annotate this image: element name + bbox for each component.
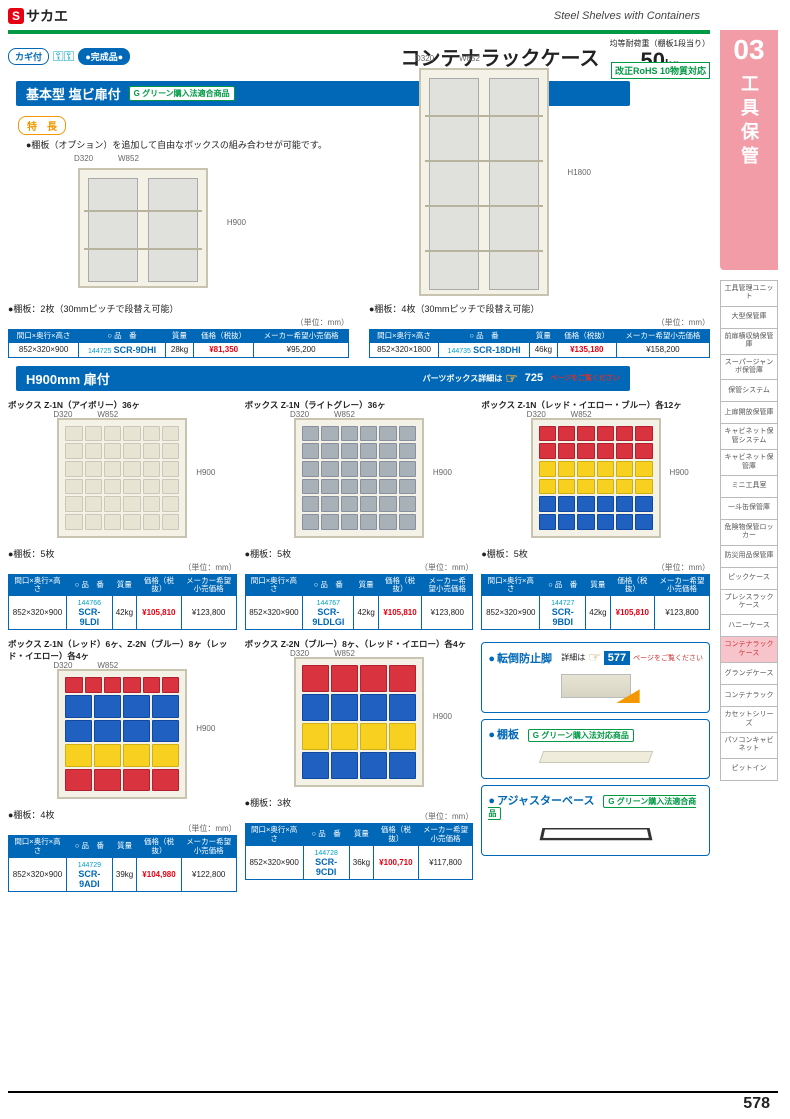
side-item: ハニーケース xyxy=(720,615,778,637)
side-item: 防災用品保管庫 xyxy=(720,546,778,568)
product-scr-9adi: ボックス Z-1N（レッド）6ヶ、Z-2N（ブルー）8ヶ（レッド・イエロー）各4… xyxy=(8,636,237,892)
side-item: パソコンキャビネット xyxy=(720,733,778,759)
side-item: 大型保管庫 xyxy=(720,307,778,329)
side-item: ピックケース xyxy=(720,568,778,590)
feature-tag: 特 長 xyxy=(18,116,66,135)
brand-logo-text: サカエ xyxy=(26,6,68,26)
side-item: カセットシリーズ xyxy=(720,707,778,733)
feature-text: ●棚板（オプション）を追加して自由なボックスの組み合わせが可能です。 xyxy=(26,139,710,152)
side-item: ピットイン xyxy=(720,759,778,781)
side-item: 一斗缶保管庫 xyxy=(720,498,778,520)
side-item: コンテナラックケース xyxy=(720,637,778,663)
callout-shelf: 棚板 G グリーン購入法対応商品 xyxy=(481,719,710,779)
page-header: S サカエ Steel Shelves with Containers xyxy=(0,0,790,28)
brand-logo-s: S xyxy=(8,8,24,24)
section-bar-h900: H900mm 扉付 パーツボックス詳細は☞725ページをご覧ください xyxy=(16,366,630,391)
ref-725: パーツボックス詳細は☞725ページをご覧ください xyxy=(423,370,620,387)
spec-table: 間口×奥行×高さ○ 品 番質量価格（税抜）メーカー希望小売価格 852×320×… xyxy=(369,329,710,358)
option-callouts: 転倒防止脚 詳細は☞577ページをご覧ください 棚板 G グリーン購入法対応商品 xyxy=(481,636,710,892)
rohs-badge: 改正RoHS 10物質対応 xyxy=(611,62,710,79)
side-item: キャビネット保管システム xyxy=(720,424,778,450)
footer-rule xyxy=(8,1091,778,1093)
green-badge: G グリーン購入法適合商品 xyxy=(129,86,235,101)
product-scr-9cdi: ボックス Z-2N（ブルー）8ヶ、（レッド・イエロー）各4ヶ W852 D320… xyxy=(245,636,474,892)
callout-antitip: 転倒防止脚 詳細は☞577ページをご覧ください xyxy=(481,642,710,713)
product-scr-18dhi: W852 D320 H1800 ●棚板：4枚（30mmピッチで段替え可能） （単… xyxy=(369,158,710,358)
side-item: 保管システム xyxy=(720,380,778,402)
side-item: キャビネット保管庫 xyxy=(720,450,778,476)
side-category-tab: 03 工具保管 工具管理ユニット大型保管庫前扉横収納保管庫スーパージャンボ保管庫… xyxy=(720,0,790,1119)
page-number: 578 xyxy=(743,1095,770,1113)
complete-pill: ●完成品● xyxy=(78,48,130,65)
side-item: スーパージャンボ保管庫 xyxy=(720,355,778,381)
spec-table: 間口×奥行×高さ○ 品 番質量価格（税抜）メーカー希望小売価格 852×320×… xyxy=(8,329,349,358)
series-label: Steel Shelves with Containers xyxy=(554,10,700,22)
side-item: 前扉横収納保管庫 xyxy=(720,329,778,355)
key-pill: カギ付 xyxy=(8,48,49,65)
side-item: 工具管理ユニット xyxy=(720,280,778,307)
side-item: 上扉開放保管庫 xyxy=(720,402,778,424)
key-icon: ⚿⚿ xyxy=(53,48,74,65)
product-scr-9dhi: W852 D320 H900 ●棚板：2枚（30mmピッチで段替え可能） （単位… xyxy=(8,158,349,358)
product-scr-9ldlgi: ボックス Z-1N（ライトグレー）36ヶ W852 D320 H900 ●棚板：… xyxy=(245,397,474,631)
product-scr-9ldi: ボックス Z-1N（アイボリー）36ヶ W852 D320 H900 ●棚板：5… xyxy=(8,397,237,631)
callout-adjuster: アジャスターベース G グリーン購入法適合商品 xyxy=(481,785,710,856)
title-row: カギ付 ⚿⚿ ●完成品● コンテナラックケース 均等耐荷重（棚板1段当り） 50… xyxy=(8,40,710,73)
side-item: グランデケース xyxy=(720,663,778,685)
side-item: プレシスラックケース xyxy=(720,590,778,616)
section-number: 03 xyxy=(720,30,778,66)
side-item: 危険物保管ロッカー xyxy=(720,520,778,546)
shelf-note: ●棚板：2枚（30mmピッチで段替え可能） xyxy=(8,302,349,315)
section-title: 工具保管 xyxy=(736,74,762,170)
side-item: コンテナラック xyxy=(720,685,778,707)
side-category-list: 工具管理ユニット大型保管庫前扉横収納保管庫スーパージャンボ保管庫保管システム上扉… xyxy=(720,280,778,781)
side-item: ミニ工具室 xyxy=(720,476,778,498)
header-rule xyxy=(8,30,710,34)
product-scr-9bdi: ボックス Z-1N（レッド・イエロー・ブルー）各12ヶ W852 D320 H9… xyxy=(481,397,710,631)
